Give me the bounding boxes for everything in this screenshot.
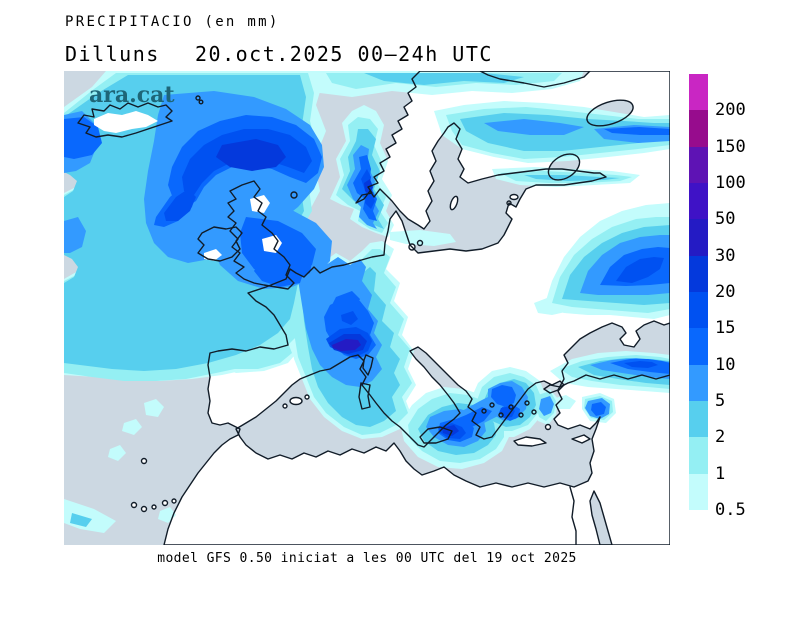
legend-cell — [689, 291, 708, 329]
legend-label: 15 — [715, 318, 736, 339]
precip-level-30mm — [332, 339, 361, 351]
scotland-dry-patch — [250, 195, 270, 213]
valid-day: Dilluns — [65, 42, 160, 66]
ara-cat-logo: ara.cat — [89, 82, 175, 108]
legend-cell — [689, 328, 708, 365]
legend-label: 200 — [715, 100, 746, 121]
legend-cell — [689, 473, 708, 510]
legend-label: 50 — [715, 209, 736, 230]
europe-map-svg — [64, 71, 670, 545]
legend-cell — [689, 146, 708, 183]
valid-datetime: 20.oct.2025 00–24h UTC — [195, 42, 493, 66]
legend-cell — [689, 437, 708, 474]
legend-label: 1 — [715, 463, 726, 484]
model-run-caption: model GFS 0.50 iniciat a les 00 UTC del … — [157, 551, 577, 566]
color-scale-legend: 200 150 100 50 30 20 15 10 5 2 1 0.5 — [689, 74, 769, 519]
legend-label: 0.5 — [715, 500, 746, 520]
legend-cell — [689, 110, 708, 147]
legend-label: 5 — [715, 391, 726, 411]
precipitation-map — [64, 71, 670, 545]
legend-color-bar — [689, 74, 708, 510]
legend-label: 2 — [715, 427, 726, 448]
legend-label: 150 — [715, 136, 746, 157]
legend-label: 30 — [715, 245, 736, 266]
iceland-dry-interior — [94, 111, 158, 133]
precip-level-15mm — [164, 129, 664, 439]
precip-level-5mm — [64, 91, 670, 447]
legend-label: 20 — [715, 282, 736, 302]
legend-cell — [689, 400, 708, 438]
precip-level-20mm — [216, 139, 459, 436]
legend-label: 10 — [715, 354, 736, 375]
legend-cell — [689, 364, 708, 401]
legend-label: 100 — [715, 173, 746, 193]
valid-time-line: Dilluns 20.oct.2025 00–24h UTC — [65, 42, 491, 66]
product-title: PRECIPITACIO (en mm) — [65, 14, 280, 30]
legend-cell — [689, 219, 708, 256]
legend-cell — [689, 74, 708, 111]
legend-cell — [689, 255, 708, 292]
ireland-dry-patch — [204, 249, 222, 261]
precipitation-layer — [64, 71, 670, 533]
legend-cell — [689, 182, 708, 220]
